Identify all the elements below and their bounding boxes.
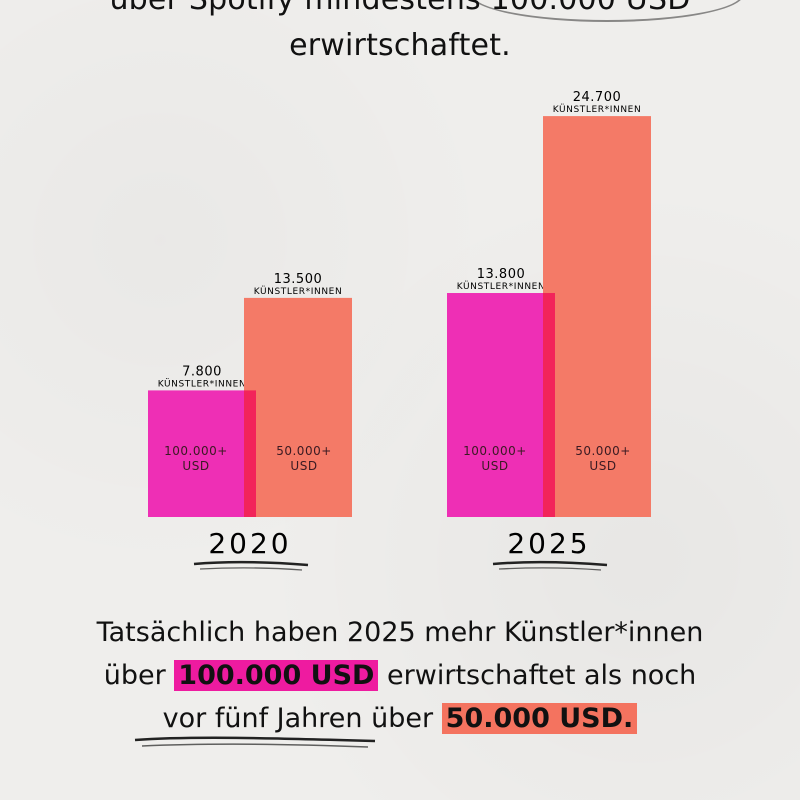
- underline-scribble: [134, 736, 376, 748]
- bottom-text-line-2-pre: über: [103, 660, 166, 691]
- bar-series-label-line1-2020-series-2: 50.000+: [276, 444, 332, 458]
- bar-series-label-line1-2020-series-1: 100.000+: [164, 444, 228, 458]
- bar-series-label-line1-2025-series-2: 50.000+: [575, 444, 631, 458]
- year-underline-2025: [492, 560, 608, 567]
- bar-value-label-2025-series-1: 13.800: [477, 267, 526, 282]
- bottom-text-line-3-pre: vor fünf Jahren über: [162, 703, 434, 734]
- headline-line-2: erwirtschaftet.: [289, 28, 511, 63]
- bar-unit-label-2025-series-2: KÜNSTLER*INNEN: [553, 104, 642, 115]
- bar-series-label-line2-2025-series-2: USD: [589, 459, 616, 473]
- bar-unit-label-2020-series-1: KÜNSTLER*INNEN: [158, 378, 247, 389]
- bar-series-label-line2-2020-series-2: USD: [290, 459, 317, 473]
- x-tick-label-2025: 2025: [507, 527, 590, 560]
- bottom-text-line-2: über 100.000 USD erwirtschaftet als noch: [0, 654, 800, 697]
- bar-2020-series-1: [148, 390, 256, 517]
- bottom-text-line-1: Tatsächlich haben 2025 mehr Künstler*inn…: [96, 617, 704, 648]
- x-tick-label-2020: 2020: [208, 527, 291, 560]
- highlight-50000-usd: 50.000 USD.: [441, 703, 638, 734]
- bar-series-label-line1-2025-series-1: 100.000+: [463, 444, 527, 458]
- bar-unit-label-2020-series-2: KÜNSTLER*INNEN: [254, 286, 343, 297]
- bar-value-label-2020-series-1: 7.800: [182, 364, 222, 379]
- bar-series-label-line2-2025-series-1: USD: [481, 459, 508, 473]
- bar-overlap-2020: [244, 390, 256, 517]
- bar-unit-label-2025-series-1: KÜNSTLER*INNEN: [457, 281, 546, 292]
- bottom-text-line-3: vor fünf Jahren über 50.000 USD.: [0, 697, 800, 740]
- bar-value-label-2025-series-2: 24.700: [573, 90, 622, 105]
- bar-2025-series-1: [447, 293, 555, 517]
- highlight-100000-usd: 100.000 USD: [174, 660, 379, 691]
- year-underline-2-2025: [498, 567, 602, 571]
- headline-line-1: über Spotify mindestens 100.000 USD: [0, 0, 800, 20]
- bar-2020-series-2: [244, 297, 352, 517]
- year-underline-2020: [193, 560, 309, 567]
- bar-2025-series-2: [543, 116, 651, 517]
- bar-overlap-2025: [543, 293, 555, 517]
- bar-value-label-2020-series-2: 13.500: [274, 272, 323, 287]
- bar-chart: 7.800KÜNSTLER*INNEN100.000+USD13.500KÜNS…: [148, 90, 651, 571]
- year-underline-2-2020: [199, 567, 303, 571]
- bottom-text-line-2-post: erwirtschaftet als noch: [387, 660, 697, 691]
- bar-series-label-line2-2020-series-1: USD: [182, 459, 209, 473]
